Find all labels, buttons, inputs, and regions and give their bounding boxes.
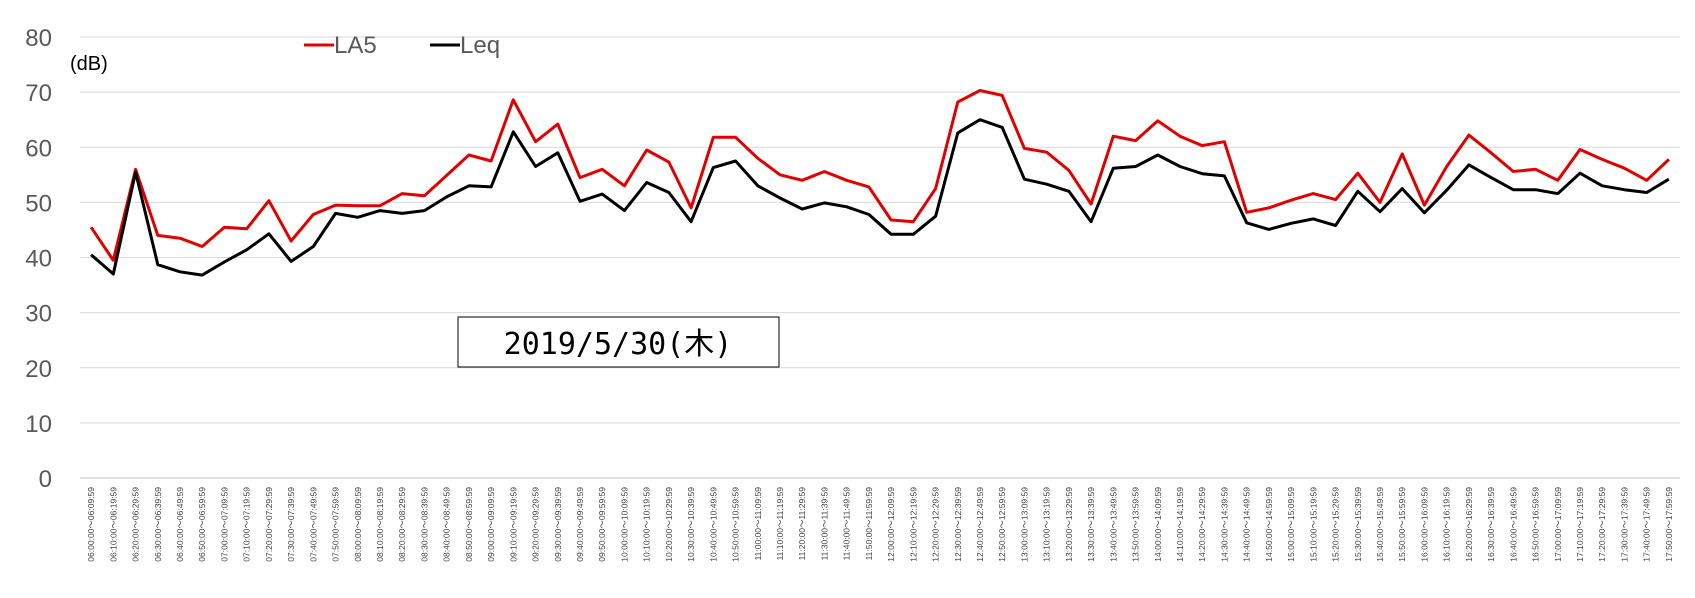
x-tick-label: 06:10:00～06:19:59 — [108, 487, 118, 562]
x-tick-label: 14:10:00～14:19:59 — [1175, 487, 1185, 562]
x-tick-label: 09:30:00～09:39:59 — [553, 487, 563, 562]
x-tick-label: 06:30:00～06:39:59 — [153, 487, 163, 562]
x-tick-label: 16:50:00～16:59:59 — [1531, 487, 1541, 562]
y-tick-label: 70 — [25, 80, 52, 107]
x-tick-label: 08:00:00～08:09:59 — [353, 487, 363, 562]
x-tick-label: 10:40:00～10:49:59 — [708, 487, 718, 562]
x-tick-label: 13:20:00～13:29:59 — [1064, 487, 1074, 562]
x-tick-label: 09:00:00～09:09:59 — [486, 487, 496, 562]
x-tick-label: 12:20:00～12:29:59 — [931, 487, 941, 562]
x-tick-label: 15:30:00～15:39:59 — [1353, 487, 1363, 562]
x-tick-label: 14:20:00～14:29:59 — [1197, 487, 1207, 562]
x-tick-label: 08:50:00～08:59:59 — [464, 487, 474, 562]
x-tick-label: 16:30:00～16:39:59 — [1486, 487, 1496, 562]
y-tick-label: 80 — [25, 25, 52, 52]
x-tick-label: 14:40:00～14:49:59 — [1242, 487, 1252, 562]
x-tick-label: 10:30:00～10:39:59 — [686, 487, 696, 562]
x-tick-label: 13:30:00～13:39:59 — [1086, 487, 1096, 562]
x-tick-label: 06:00:00～06:09:59 — [86, 487, 96, 562]
x-tick-label: 17:40:00～17:49:59 — [1642, 487, 1652, 562]
x-tick-label: 11:20:00～11:29:59 — [797, 487, 807, 561]
series-line-la5 — [89, 89, 1670, 262]
x-tick-label: 07:20:00～07:29:59 — [264, 487, 274, 562]
x-tick-label: 08:10:00～08:19:59 — [375, 487, 385, 562]
x-tick-label: 16:10:00～16:19:59 — [1442, 487, 1452, 562]
series-line-leq — [90, 118, 1670, 277]
x-tick-label: 17:10:00～17:19:59 — [1575, 487, 1585, 562]
x-tick-label: 07:10:00～07:19:59 — [242, 487, 252, 562]
x-tick-label: 12:40:00～12:49:59 — [975, 487, 985, 562]
x-tick-label: 14:00:00～14:09:59 — [1153, 487, 1163, 562]
y-tick-label: 30 — [25, 301, 52, 328]
unit-label: (dB) — [70, 53, 108, 75]
legend: LA5 Leq — [304, 32, 500, 59]
x-tick-label: 11:10:00～11:19:59 — [775, 487, 785, 561]
y-tick-label: 20 — [25, 356, 52, 383]
x-tick-label: 09:20:00～09:29:59 — [531, 487, 541, 562]
x-axis-tick-labels: 06:00:00～06:09:59 06:10:00～06:19:59 06:20:… — [86, 487, 1674, 562]
x-tick-label: 10:10:00～10:19:59 — [642, 487, 652, 562]
x-tick-label: 13:50:00～13:59:59 — [1131, 487, 1141, 562]
data-series — [89, 89, 1670, 277]
x-tick-label: 09:50:00～09:59:59 — [597, 487, 607, 562]
x-tick-label: 10:00:00～10:09:59 — [619, 487, 629, 562]
legend-label-leq: Leq — [460, 32, 500, 59]
x-tick-label: 15:10:00～15:19:59 — [1308, 487, 1318, 562]
gridlines — [80, 36, 1680, 479]
x-tick-label: 12:00:00～12:09:59 — [886, 487, 896, 562]
x-tick-label: 09:10:00～09:19:59 — [508, 487, 518, 562]
y-tick-label: 40 — [25, 246, 52, 273]
x-tick-label: 16:00:00～16:09:59 — [1419, 487, 1429, 562]
x-tick-label: 11:00:00～11:09:59 — [753, 487, 763, 561]
x-tick-label: 09:40:00～09:49:59 — [575, 487, 585, 562]
x-tick-label: 16:40:00～16:49:59 — [1508, 487, 1518, 562]
x-tick-label: 17:20:00～17:29:59 — [1597, 487, 1607, 562]
x-tick-label: 08:20:00～08:29:59 — [397, 487, 407, 562]
date-annotation-box: 2019/5/30(木) — [457, 316, 780, 368]
x-tick-label: 15:40:00～15:49:59 — [1375, 487, 1385, 562]
x-tick-label: 07:30:00～07:39:59 — [286, 487, 296, 562]
x-tick-label: 12:30:00～12:39:59 — [953, 487, 963, 562]
y-axis-tick-labels: 0 10 20 30 40 50 60 70 80 — [25, 25, 52, 493]
x-tick-label: 15:50:00～15:59:59 — [1397, 487, 1407, 562]
x-tick-label: 11:30:00～11:39:59 — [819, 487, 829, 561]
x-tick-label: 08:30:00～08:39:59 — [419, 487, 429, 562]
x-tick-label: 12:10:00～12:19:59 — [908, 487, 918, 562]
x-tick-label: 10:50:00～10:59:59 — [731, 487, 741, 562]
y-tick-label: 60 — [25, 135, 52, 162]
date-annotation: 2019/5/30(木) — [504, 327, 733, 362]
x-tick-label: 16:20:00～16:29:59 — [1464, 487, 1474, 562]
x-tick-label: 14:30:00～14:39:59 — [1219, 487, 1229, 562]
x-tick-label: 06:50:00～06:59:59 — [197, 487, 207, 562]
x-tick-label: 11:40:00～11:49:59 — [842, 487, 852, 561]
x-tick-label: 15:00:00～15:09:59 — [1286, 487, 1296, 562]
x-tick-label: 10:20:00～10:29:59 — [664, 487, 674, 562]
x-tick-label: 17:00:00～17:09:59 — [1553, 487, 1563, 562]
x-tick-label: 12:50:00～12:59:59 — [997, 487, 1007, 562]
x-tick-label: 07:40:00～07:49:59 — [308, 487, 318, 562]
y-tick-label: 50 — [25, 190, 52, 217]
x-tick-label: 13:40:00～13:49:59 — [1108, 487, 1118, 562]
x-tick-label: 15:20:00～15:29:59 — [1331, 487, 1341, 562]
x-tick-label: 13:00:00～13:09:59 — [1019, 487, 1029, 562]
x-tick-label: 17:50:00～17:59:59 — [1664, 487, 1674, 562]
x-tick-label: 06:20:00～06:29:59 — [131, 487, 141, 562]
y-tick-label: 0 — [39, 466, 52, 493]
x-tick-label: 07:50:00～07:59:59 — [331, 487, 341, 562]
legend-label-la5: LA5 — [334, 32, 377, 59]
x-tick-label: 06:40:00～06:49:59 — [175, 487, 185, 562]
x-tick-label: 11:50:00～11:59:59 — [864, 487, 874, 561]
y-tick-label: 10 — [25, 411, 52, 438]
date-box-frame — [457, 316, 780, 368]
x-tick-label: 13:10:00～13:19:59 — [1042, 487, 1052, 562]
x-tick-label: 17:30:00～17:39:59 — [1619, 487, 1629, 562]
x-tick-label: 07:00:00～07:09:59 — [219, 487, 229, 562]
x-tick-label: 08:40:00～08:49:59 — [442, 487, 452, 562]
x-tick-label: 14:50:00～14:59:59 — [1264, 487, 1274, 562]
